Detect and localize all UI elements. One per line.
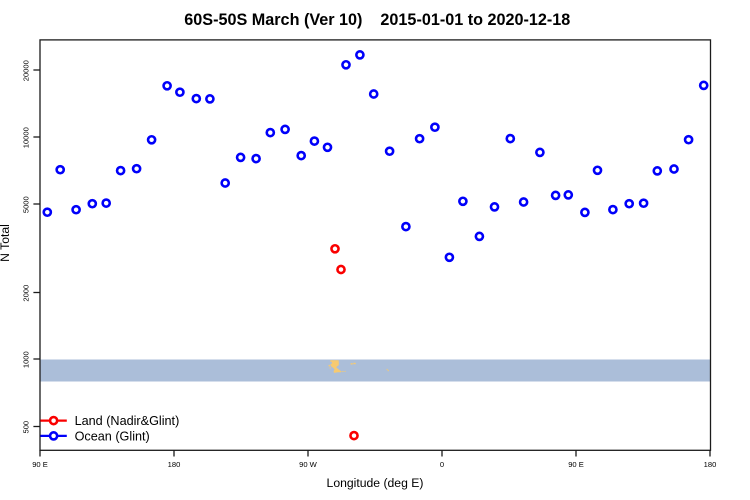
- svg-text:90 E: 90 E: [32, 460, 48, 469]
- svg-text:Ocean (Glint): Ocean (Glint): [75, 430, 150, 444]
- svg-text:5000: 5000: [21, 196, 30, 213]
- svg-text:Longitude (deg E): Longitude (deg E): [327, 476, 424, 490]
- svg-text:2000: 2000: [21, 285, 30, 302]
- svg-text:500: 500: [21, 421, 30, 434]
- svg-text:180: 180: [704, 460, 717, 469]
- svg-text:N Total: N Total: [0, 224, 12, 262]
- svg-text:90 E: 90 E: [568, 460, 584, 469]
- svg-text:20000: 20000: [21, 60, 30, 81]
- svg-text:10000: 10000: [21, 127, 30, 148]
- svg-text:0: 0: [440, 460, 444, 469]
- svg-text:Land (Nadir&Glint): Land (Nadir&Glint): [75, 414, 180, 428]
- svg-text:90 W: 90 W: [299, 460, 318, 469]
- svg-text:180: 180: [168, 460, 181, 469]
- svg-text:1000: 1000: [21, 351, 30, 368]
- svg-text:60S-50S March (Ver 10) 2015: 60S-50S March (Ver 10) 2015-01-01 to 202…: [184, 11, 570, 29]
